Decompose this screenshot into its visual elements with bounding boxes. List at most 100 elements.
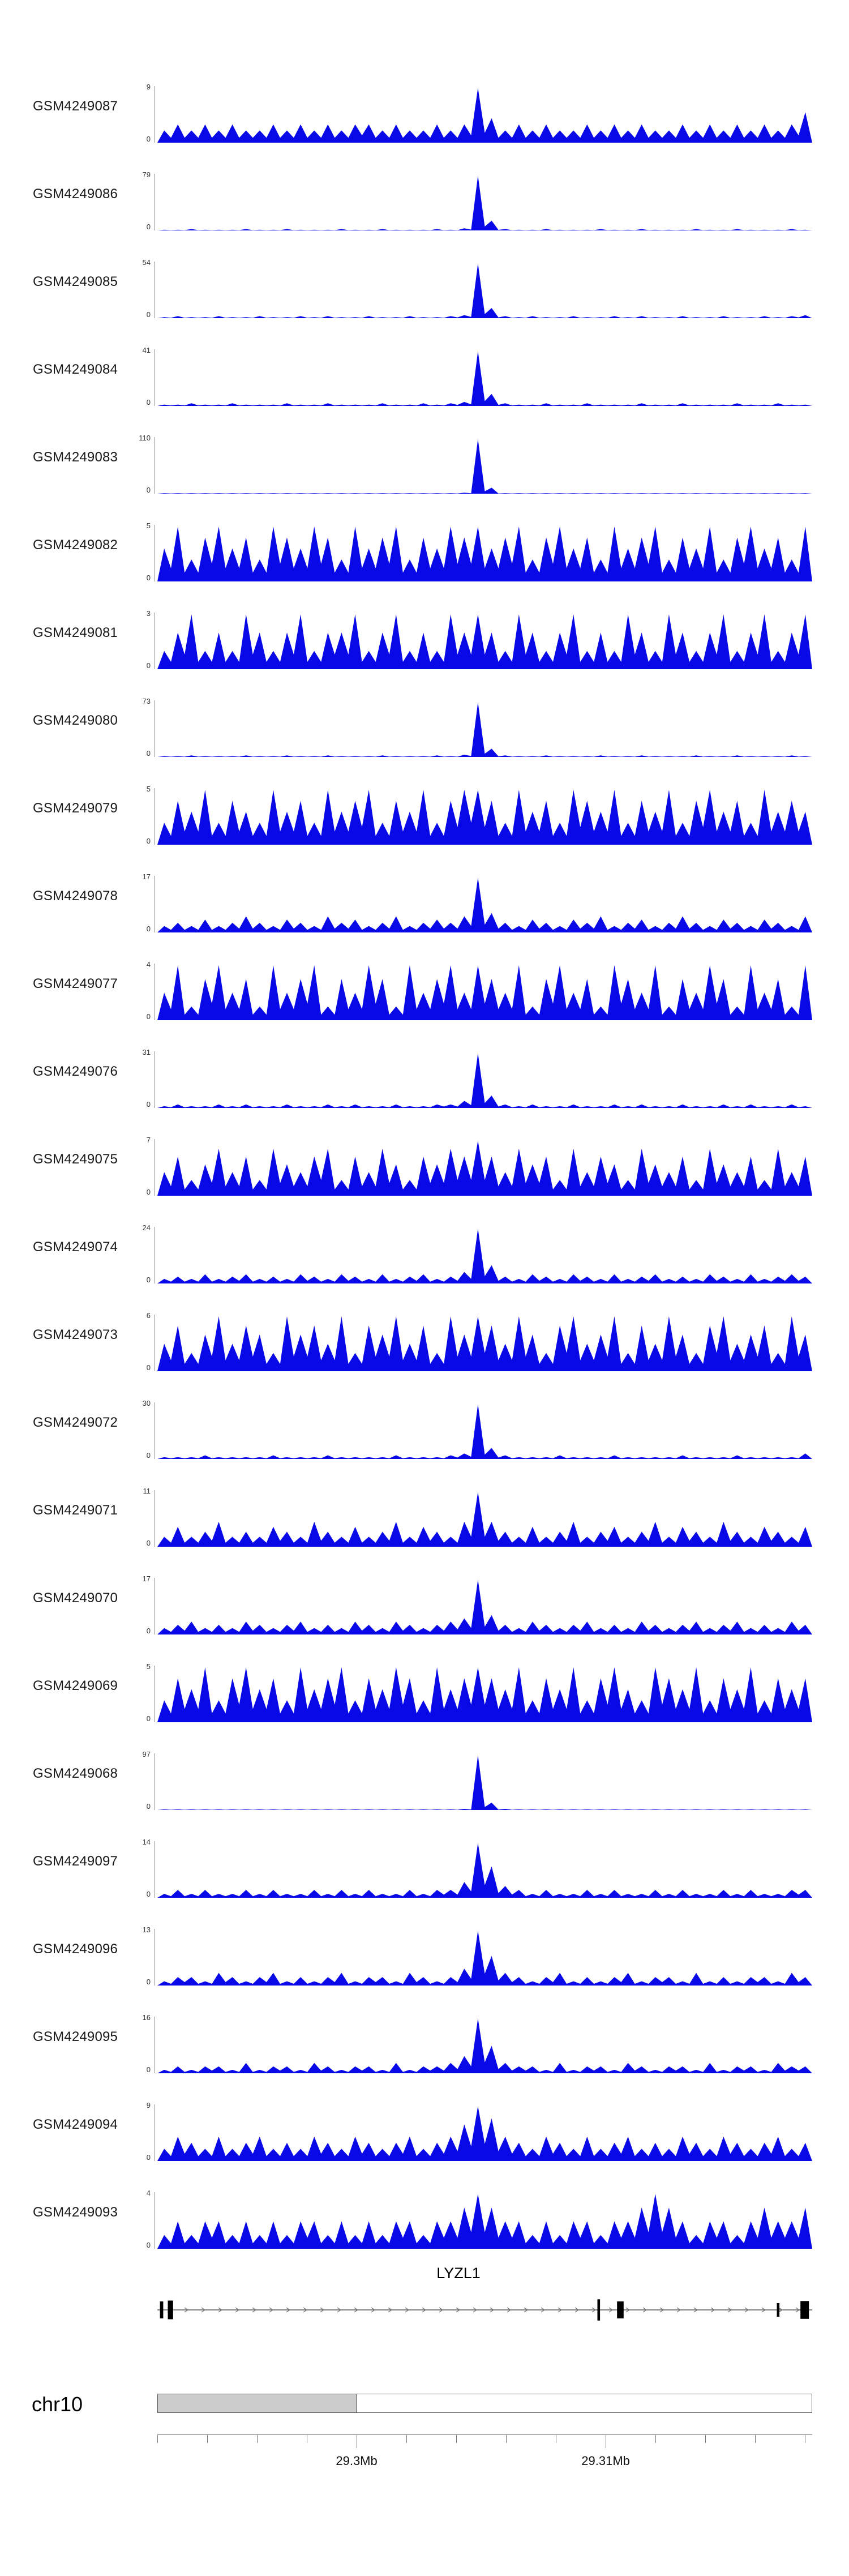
track-label: GSM4249072 bbox=[33, 1414, 118, 1430]
coverage-signal bbox=[157, 263, 812, 318]
track-ymax-label: 31 bbox=[142, 1048, 151, 1056]
track-ymin-label: 0 bbox=[146, 1714, 151, 1723]
track-ymin-label: 0 bbox=[146, 222, 151, 231]
strand-arrow-icon bbox=[218, 2307, 223, 2313]
track-ymax-label: 5 bbox=[146, 1662, 151, 1671]
track-ymax-label: 6 bbox=[146, 1311, 151, 1320]
track-label: GSM4249069 bbox=[33, 1678, 118, 1693]
coverage-signal bbox=[157, 1229, 812, 1283]
axis-minor-tick bbox=[506, 2434, 507, 2443]
track-axis-line bbox=[154, 1315, 155, 1371]
track-ymax-label: 9 bbox=[146, 83, 151, 91]
track-ymax-label: 5 bbox=[146, 785, 151, 793]
coverage-signal bbox=[157, 1316, 812, 1371]
track-axis-line bbox=[154, 1402, 155, 1459]
track-ymax-label: 11 bbox=[143, 1487, 151, 1495]
axis-tick-label: 29.3Mb bbox=[336, 2454, 378, 2468]
coverage-signal bbox=[157, 1931, 812, 1986]
coverage-track-row: GSM4249068 97 0 bbox=[0, 1730, 849, 1817]
coverage-track-row: GSM4249083 110 0 bbox=[0, 413, 849, 501]
axis-minor-tick bbox=[256, 2434, 258, 2443]
track-label: GSM4249077 bbox=[33, 975, 118, 991]
coverage-track-row: GSM4249085 54 0 bbox=[0, 238, 849, 326]
strand-arrow-icon bbox=[269, 2307, 274, 2313]
coverage-track-row: GSM4249081 3 0 bbox=[0, 589, 849, 677]
coverage-signal bbox=[157, 1755, 812, 1810]
strand-arrow-icon bbox=[252, 2307, 257, 2313]
strand-arrow-icon bbox=[235, 2307, 240, 2313]
coverage-track-row: GSM4249094 9 0 bbox=[0, 2081, 849, 2168]
gene-name-label: LYZL1 bbox=[436, 2265, 481, 2282]
strand-arrow-icon bbox=[507, 2307, 512, 2313]
track-axis-line bbox=[154, 1051, 155, 1108]
coverage-signal bbox=[157, 1141, 812, 1196]
strand-arrow-icon bbox=[659, 2307, 664, 2313]
coverage-track-row: GSM4249093 4 0 bbox=[0, 2168, 849, 2256]
track-ymin-label: 0 bbox=[146, 1890, 151, 1898]
strand-arrow-icon bbox=[676, 2307, 681, 2313]
coverage-signal bbox=[157, 878, 812, 932]
track-label: GSM4249095 bbox=[33, 2029, 118, 2044]
axis-minor-tick bbox=[406, 2434, 407, 2443]
track-ymax-label: 79 bbox=[142, 170, 151, 179]
track-ymax-label: 9 bbox=[146, 2101, 151, 2109]
strand-arrow-icon bbox=[422, 2307, 427, 2313]
coverage-track-row: GSM4249073 6 0 bbox=[0, 1291, 849, 1379]
coverage-signal bbox=[157, 88, 812, 143]
coverage-track-row: GSM4249079 5 0 bbox=[0, 764, 849, 852]
track-axis-line bbox=[154, 525, 155, 581]
coverage-signal bbox=[157, 1404, 812, 1459]
gene-exon bbox=[800, 2301, 809, 2319]
track-ymin-label: 0 bbox=[146, 2153, 151, 2162]
track-ymax-label: 24 bbox=[142, 1223, 151, 1232]
track-axis-line bbox=[154, 1490, 155, 1547]
gene-exon bbox=[160, 2301, 164, 2318]
track-label: GSM4249097 bbox=[33, 1853, 118, 1869]
coverage-signal bbox=[157, 2106, 812, 2161]
track-label: GSM4249076 bbox=[33, 1063, 118, 1079]
strand-arrow-icon bbox=[184, 2307, 189, 2313]
coverage-signal bbox=[157, 351, 812, 406]
strand-arrow-icon bbox=[795, 2307, 800, 2313]
track-label: GSM4249086 bbox=[33, 186, 118, 202]
strand-arrow-icon bbox=[541, 2307, 546, 2313]
strand-arrow-icon bbox=[710, 2307, 715, 2313]
track-label: GSM4249093 bbox=[33, 2204, 118, 2220]
coverage-track-row: GSM4249087 9 0 bbox=[0, 62, 849, 150]
track-ymin-label: 0 bbox=[146, 574, 151, 582]
coverage-track-row: GSM4249084 41 0 bbox=[0, 326, 849, 413]
coverage-track-row: GSM4249077 4 0 bbox=[0, 940, 849, 1028]
strand-arrow-icon bbox=[591, 2307, 597, 2313]
track-label: GSM4249083 bbox=[33, 449, 118, 465]
coverage-track-row: GSM4249072 30 0 bbox=[0, 1379, 849, 1466]
track-ymax-label: 4 bbox=[146, 2189, 151, 2197]
coverage-signal bbox=[157, 176, 812, 230]
track-ymin-label: 0 bbox=[146, 1188, 151, 1196]
coverage-track-row: GSM4249076 31 0 bbox=[0, 1028, 849, 1115]
strand-arrow-icon bbox=[439, 2307, 444, 2313]
track-axis-line bbox=[154, 2017, 155, 2073]
track-axis-line bbox=[154, 2192, 155, 2249]
coverage-signal bbox=[157, 614, 812, 669]
strand-arrow-icon bbox=[473, 2307, 478, 2313]
coverage-signal bbox=[157, 2194, 812, 2249]
track-axis-line bbox=[154, 1753, 155, 1810]
strand-arrow-icon bbox=[778, 2307, 783, 2313]
coverage-signal bbox=[157, 439, 812, 494]
track-axis-line bbox=[154, 1841, 155, 1898]
track-label: GSM4249084 bbox=[33, 361, 118, 377]
coverage-track-row: GSM4249069 5 0 bbox=[0, 1642, 849, 1730]
track-axis-line bbox=[154, 788, 155, 845]
track-axis-line bbox=[154, 262, 155, 318]
coverage-signal bbox=[157, 1667, 812, 1722]
track-ymin-label: 0 bbox=[146, 1276, 151, 1284]
strand-arrow-icon bbox=[625, 2307, 631, 2313]
track-ymin-label: 0 bbox=[146, 1802, 151, 1811]
track-axis-line bbox=[154, 174, 155, 230]
track-axis-line bbox=[154, 964, 155, 1020]
track-ymax-label: 16 bbox=[142, 2013, 151, 2022]
track-ymax-label: 41 bbox=[142, 346, 151, 354]
track-axis-line bbox=[154, 1227, 155, 1283]
track-ymax-label: 17 bbox=[142, 1574, 151, 1583]
track-axis-line bbox=[154, 86, 155, 143]
